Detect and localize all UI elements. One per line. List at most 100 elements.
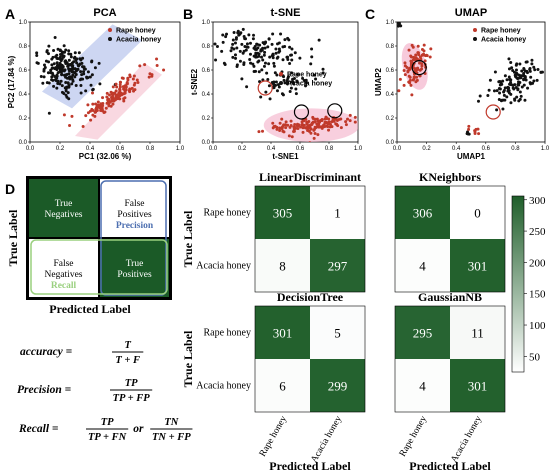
x-tick-label: 0.4 [452, 146, 461, 152]
acacia-point [47, 60, 51, 64]
acacia-point [524, 78, 528, 82]
y-tick-label: 0.2 [202, 116, 211, 122]
acacia-point [495, 89, 499, 93]
rape-point [133, 81, 137, 85]
cm-cell [310, 239, 365, 292]
cm-cell [395, 186, 450, 239]
rape-point [313, 120, 317, 124]
acacia-point [260, 48, 264, 52]
y-tick-label: 0.0 [19, 140, 28, 146]
acacia-point [254, 55, 258, 59]
rape-point [89, 118, 93, 122]
x-axis-label: UMAP1 [457, 152, 486, 161]
cm-frame [394, 185, 506, 293]
acacia-point [248, 57, 252, 61]
acacia-point [42, 75, 46, 79]
acacia-point [476, 99, 480, 103]
cm-value: 0 [474, 206, 481, 221]
acacia-point [72, 67, 76, 71]
y-tick-label: 0.0 [386, 140, 395, 146]
acacia-point [268, 97, 272, 101]
acacia-point [248, 52, 252, 56]
acacia-point [67, 84, 71, 88]
cm-row-label: Rape honey [204, 208, 252, 219]
cm-cell [255, 359, 310, 412]
acacia-point [298, 56, 302, 60]
explainer-cell-text: False [124, 199, 144, 209]
acacia-point [64, 48, 68, 52]
rape-point [289, 124, 293, 128]
acacia-point [500, 98, 504, 102]
acacia-point [59, 52, 62, 56]
legend-marker [279, 81, 283, 85]
rape-point [62, 113, 66, 117]
acacia-point [519, 76, 523, 80]
acacia-point [510, 66, 514, 70]
acacia-point [60, 72, 64, 76]
acacia-point [397, 22, 399, 23]
cm-value: 5 [334, 326, 341, 341]
rape-point [101, 96, 105, 100]
acacia-point [514, 68, 518, 72]
acacia-point [508, 77, 512, 81]
rape-point [344, 123, 348, 127]
acacia-point [518, 62, 522, 66]
rape-point [114, 89, 118, 93]
rape-point [155, 57, 159, 61]
acacia-point [60, 84, 64, 88]
rape-point [299, 125, 303, 129]
rape-point [335, 119, 339, 123]
acacia-point [276, 42, 280, 46]
rape-point [315, 124, 319, 128]
acacia-point [295, 73, 299, 77]
rape-point [348, 113, 352, 117]
acacia-point [67, 49, 71, 53]
acacia-point [231, 38, 235, 42]
precision-outline [100, 180, 167, 296]
acacia-point [539, 70, 543, 74]
acacia-point [235, 46, 239, 50]
colorbar-tick-label: 50 [529, 351, 541, 363]
colorbar: 50 100 150 200 250 300 [511, 195, 546, 373]
rape-point [414, 53, 418, 57]
acacia-point [252, 33, 256, 37]
x-axis-label: PC1 (32.06 %) [79, 152, 132, 161]
cm-value: 301 [273, 326, 293, 341]
acacia-point [513, 73, 517, 77]
cm-cell [395, 359, 450, 412]
acacia-point [512, 70, 516, 74]
rape-point [162, 68, 166, 72]
acacia-point [240, 77, 244, 81]
recall-label: Recall [51, 281, 77, 291]
acacia-point [53, 78, 57, 82]
acacia-point [289, 86, 293, 90]
x-tick-label: 0.8 [146, 146, 155, 152]
acacia-point [238, 59, 242, 63]
rape-point [128, 75, 132, 79]
acacia-point [261, 58, 265, 62]
rape-point [310, 122, 314, 126]
rape-point [402, 83, 406, 87]
acacia-point [501, 107, 505, 111]
rape-point [278, 121, 282, 125]
acacia-point [79, 70, 83, 74]
x-tick-label: 0.0 [209, 146, 218, 152]
colorbar-tick-label: 100 [529, 320, 546, 332]
formula-numerator: TP [125, 378, 138, 389]
acacia-point [221, 33, 225, 37]
acacia-point [515, 95, 519, 99]
acacia-point [75, 61, 79, 65]
rape-point [86, 103, 90, 107]
acacia-point [275, 89, 279, 93]
rape-point [353, 115, 357, 119]
cm-value: 4 [419, 379, 426, 394]
cm-cell [450, 306, 505, 359]
acacia-point [47, 44, 51, 48]
acacia-point [86, 76, 90, 80]
acacia-point [59, 57, 63, 61]
rape-point [125, 80, 129, 84]
cm-x-axis-label: Predicted Label [269, 459, 351, 473]
acacia-point [266, 45, 270, 49]
y-tick-label: 1.0 [19, 20, 28, 26]
acacia-point [243, 45, 247, 49]
